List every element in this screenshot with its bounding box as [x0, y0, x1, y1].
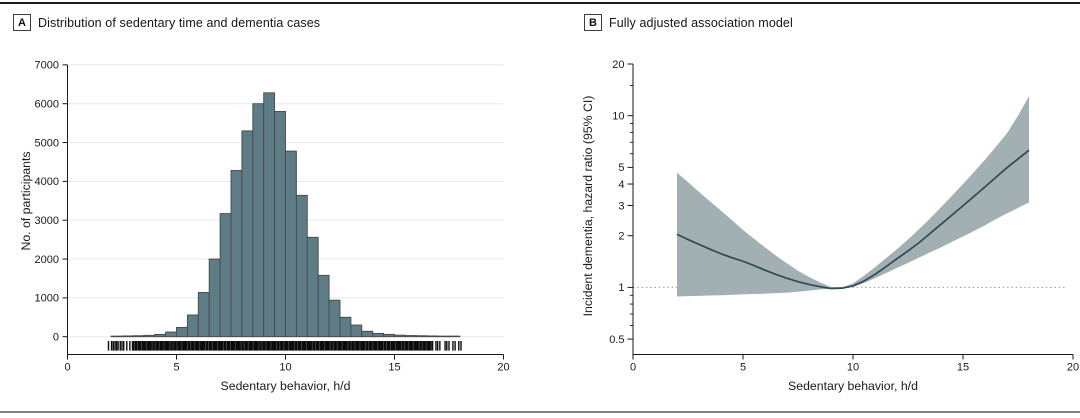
x-tick-label: 20	[497, 362, 509, 374]
panel-b-header: B Fully adjusted association model	[584, 14, 793, 31]
x-tick-label: 15	[388, 362, 400, 374]
bottom-rule	[0, 411, 1080, 413]
x-tick-label: 10	[279, 362, 291, 374]
y-tick-label: 7000	[35, 60, 59, 72]
y-axis: 0 1000 2000 3000 4000 5000 6000 7000	[35, 60, 68, 355]
y-tick-label: 3000	[35, 215, 59, 227]
x-tick-label: 5	[740, 362, 746, 374]
rug-plot	[107, 341, 462, 351]
y-tick-label: 20	[612, 59, 624, 71]
panel-a-header: A Distribution of sedentary time and dem…	[13, 14, 320, 31]
y-tick-label: 10	[612, 111, 624, 123]
x-axis: 0 5 10 15 20	[64, 354, 510, 374]
y-tick-label: 6000	[35, 99, 59, 111]
y-tick-label: 5000	[35, 137, 59, 149]
panel-b-title: Fully adjusted association model	[609, 15, 793, 30]
panel-a-letter: A	[13, 14, 31, 31]
hazard-ratio-chart: 0.5 1 2 3 4 5 10 20 0 5 10 15 20 Sedentary behavior,…	[581, 59, 1079, 393]
histogram-chart: 0 1000 2000 3000 4000 5000 6000 7000 0 5 10 15 20 Se…	[19, 60, 510, 393]
confidence-band	[677, 96, 1029, 297]
x-axis: 0 5 10 15 20	[630, 354, 1079, 374]
panel-b: 0.5 1 2 3 4 5 10 20 0 5 10 15 20 Sedentary behavior,…	[540, 0, 1080, 418]
x-tick-label: 10	[847, 362, 859, 374]
hazard-ratio-curve	[676, 149, 1030, 290]
y-tick-label: 3	[618, 200, 624, 212]
panel-a-title: Distribution of sedentary time and demen…	[38, 15, 321, 30]
panel-a-xlabel: Sedentary behavior, h/d	[221, 379, 351, 393]
y-tick-label: 1000	[35, 293, 59, 305]
y-tick-label: 0.5	[609, 334, 624, 346]
x-tick-label: 20	[1067, 362, 1079, 374]
top-rule	[0, 2, 1080, 4]
histogram-bars	[110, 92, 461, 338]
y-tick-label: 4	[618, 179, 624, 191]
y-tick-label: 1	[618, 282, 624, 294]
y-tick-label: 2	[618, 231, 624, 243]
panel-a: 0 1000 2000 3000 4000 5000 6000 7000 0 5 10 15 20 Se…	[13, 14, 510, 393]
y-axis: 0.5 1 2 3 4 5 10 20	[609, 59, 634, 355]
y-tick-label: 5	[618, 162, 624, 174]
y-tick-label: 0	[53, 332, 59, 344]
y-tick-label: 2000	[35, 254, 59, 266]
y-tick-label: 4000	[35, 176, 59, 188]
panel-b-xlabel: Sedentary behavior, h/d	[788, 379, 918, 393]
x-tick-label: 0	[630, 362, 636, 374]
x-tick-label: 5	[173, 362, 179, 374]
x-tick-label: 15	[957, 362, 969, 374]
panel-b-ylabel: Incident dementia, hazard ratio (95% CI)	[581, 96, 595, 317]
panel-a-ylabel: No. of participants	[19, 151, 33, 250]
panel-b-letter: B	[584, 14, 602, 31]
x-tick-label: 0	[64, 362, 70, 374]
